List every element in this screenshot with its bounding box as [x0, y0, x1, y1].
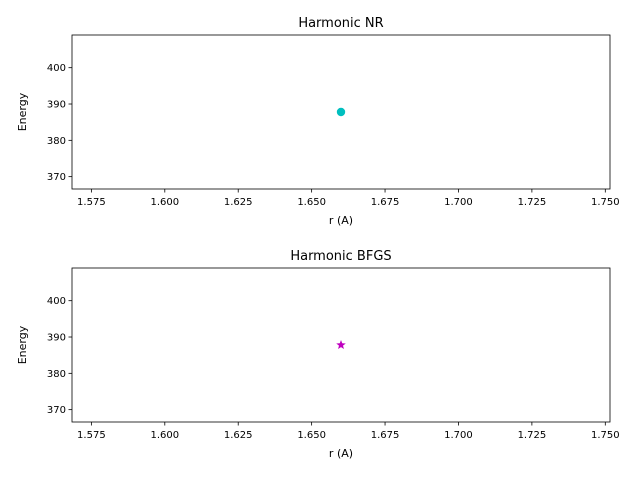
- y-tick-label: 380: [47, 369, 66, 380]
- x-tick-label: 1.650: [297, 430, 326, 441]
- y-tick-label: 390: [47, 100, 66, 111]
- x-tick-label: 1.750: [591, 197, 620, 208]
- x-tick-label: 1.725: [518, 430, 547, 441]
- x-tick-label: 1.675: [371, 430, 400, 441]
- x-axis-label: r (A): [329, 214, 353, 227]
- x-tick-label: 1.675: [371, 197, 400, 208]
- chart-title: Harmonic BFGS: [290, 249, 391, 264]
- x-tick-label: 1.575: [77, 197, 106, 208]
- x-tick-label: 1.575: [77, 430, 106, 441]
- x-axis-label: r (A): [329, 447, 353, 460]
- subplot-1: Harmonic NR 1.575 1.600 1.625 1.650 1.675 1.70…: [16, 16, 620, 227]
- x-tick-label: 1.600: [150, 197, 179, 208]
- x-tick-label: 1.625: [224, 197, 253, 208]
- data-point: [336, 340, 346, 350]
- x-tick-label: 1.700: [444, 197, 473, 208]
- x-tick-label: 1.725: [518, 197, 547, 208]
- y-tick-label: 400: [47, 296, 66, 307]
- y-tick-label: 370: [47, 405, 66, 416]
- x-tick-label: 1.750: [591, 430, 620, 441]
- y-tick-label: 370: [47, 172, 66, 183]
- y-axis-label: Energy: [16, 325, 29, 364]
- x-tick-label: 1.625: [224, 430, 253, 441]
- axes-frame: [71, 267, 611, 423]
- x-tick-label: 1.600: [150, 430, 179, 441]
- axes-frame: [71, 34, 611, 190]
- y-axis-label: Energy: [16, 92, 29, 131]
- subplot-2: Harmonic BFGS 1.575 1.600 1.625 1.650 1.675 1.…: [16, 249, 620, 460]
- y-tick-label: 390: [47, 333, 66, 344]
- data-point: [336, 107, 346, 117]
- y-tick-label: 380: [47, 136, 66, 147]
- chart-title: Harmonic NR: [298, 16, 383, 31]
- x-tick-label: 1.650: [297, 197, 326, 208]
- x-tick-label: 1.700: [444, 430, 473, 441]
- y-tick-label: 400: [47, 63, 66, 74]
